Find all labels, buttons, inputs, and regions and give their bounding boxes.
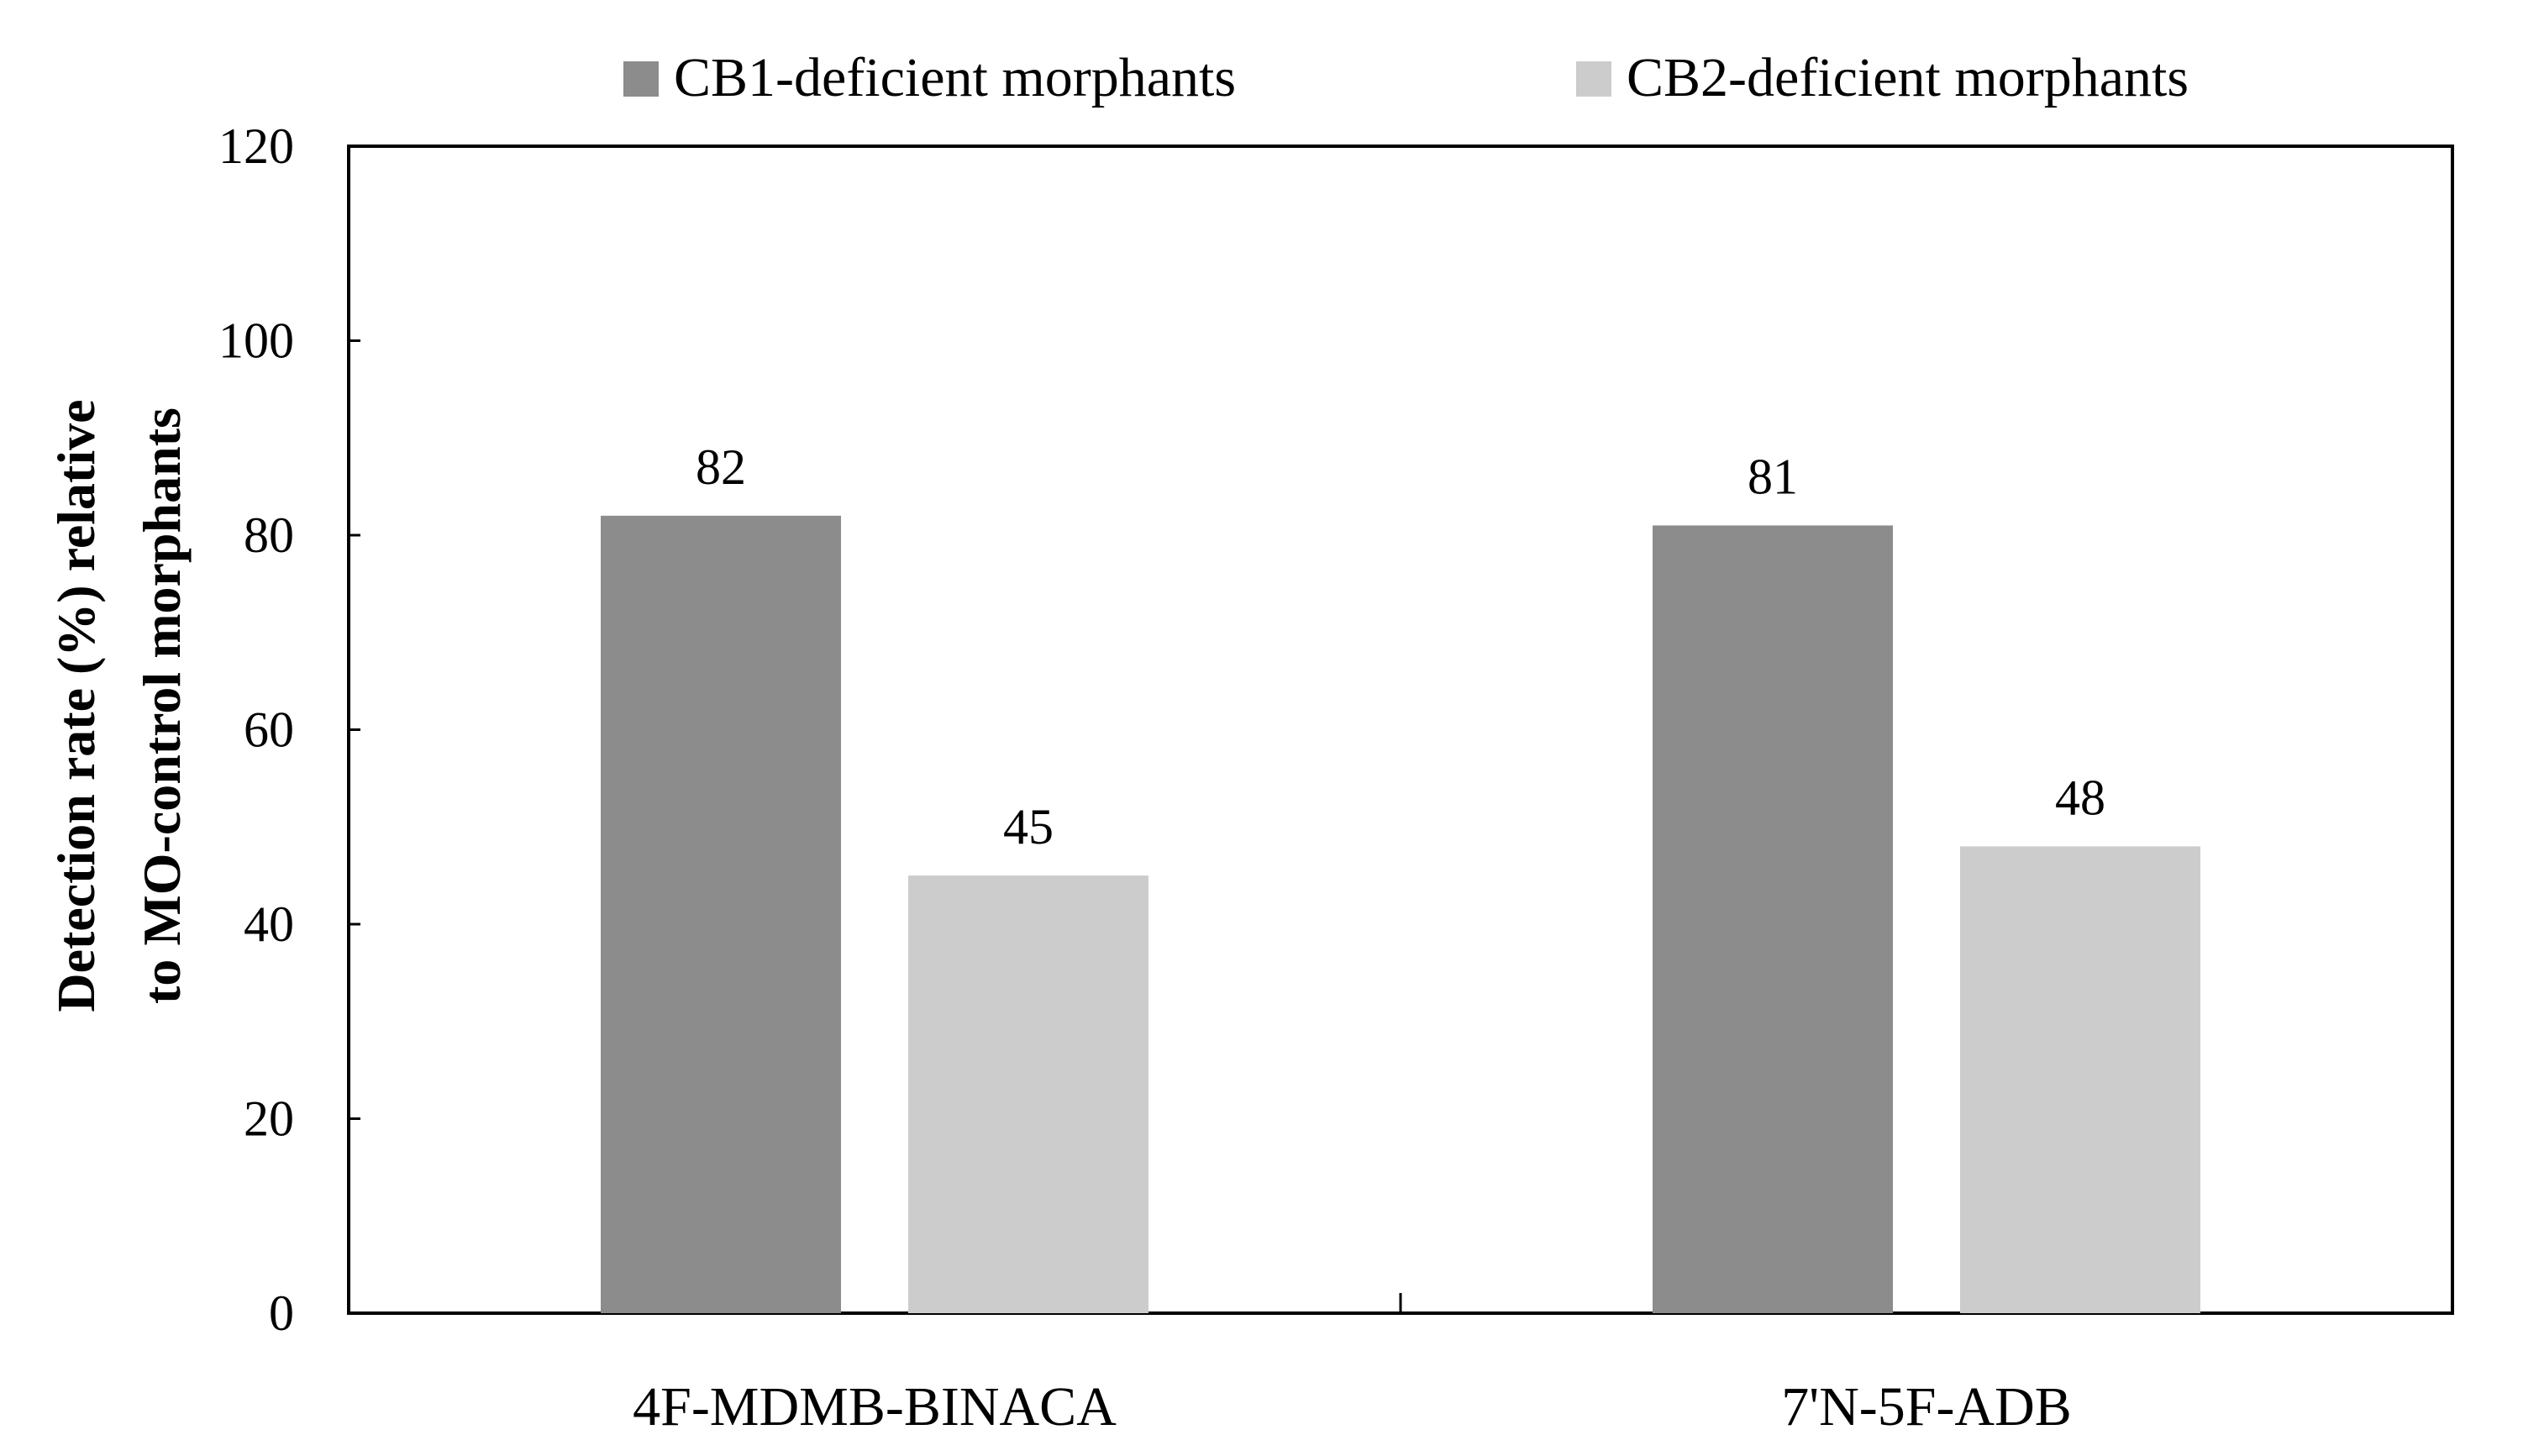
y-axis-label: Detection rate (%) relative to MO-contro… [46,399,192,1012]
y-axis-label-line2: to MO-control morphants [132,407,192,1004]
y-tick-label: 40 [244,896,294,952]
y-tick-label: 20 [244,1091,294,1147]
y-tick-label: 100 [218,313,294,369]
y-tick-label: 120 [218,118,294,174]
legend-swatch-cb1 [623,61,659,97]
value-labels: 82 45 81 48 [696,439,2105,854]
x-category-label: 4F-MDMB-BINACA [633,1376,1117,1438]
bar-cb2-1 [908,875,1148,1313]
y-tick-label: 60 [244,702,294,758]
value-label-cb1-2: 81 [1748,449,1798,504]
x-category-label: 7'N-5F-ADB [1781,1376,2072,1438]
value-label-cb2-2: 48 [2055,770,2105,825]
value-label-cb2-1: 45 [1003,799,1054,854]
legend-label-cb2: CB2-deficient morphants [1627,47,2189,108]
legend: CB1-deficient morphants CB2-deficient mo… [623,47,2189,108]
legend-swatch-cb2 [1576,61,1611,97]
bar-cb1-2 [1653,525,1893,1313]
bar-cb2-2 [1960,846,2200,1313]
y-tick-label: 80 [244,507,294,563]
bars [601,515,2200,1313]
bar-cb1-1 [601,515,841,1313]
value-label-cb1-1: 82 [696,439,746,495]
x-axis-category-labels: 4F-MDMB-BINACA 7'N-5F-ADB [633,1376,2072,1438]
y-axis-ticks: 0 20 40 60 80 100 120 [218,118,360,1341]
y-tick-label: 0 [269,1285,294,1341]
legend-label-cb1: CB1-deficient morphants [674,47,1236,108]
y-axis-label-line1: Detection rate (%) relative [46,399,106,1012]
